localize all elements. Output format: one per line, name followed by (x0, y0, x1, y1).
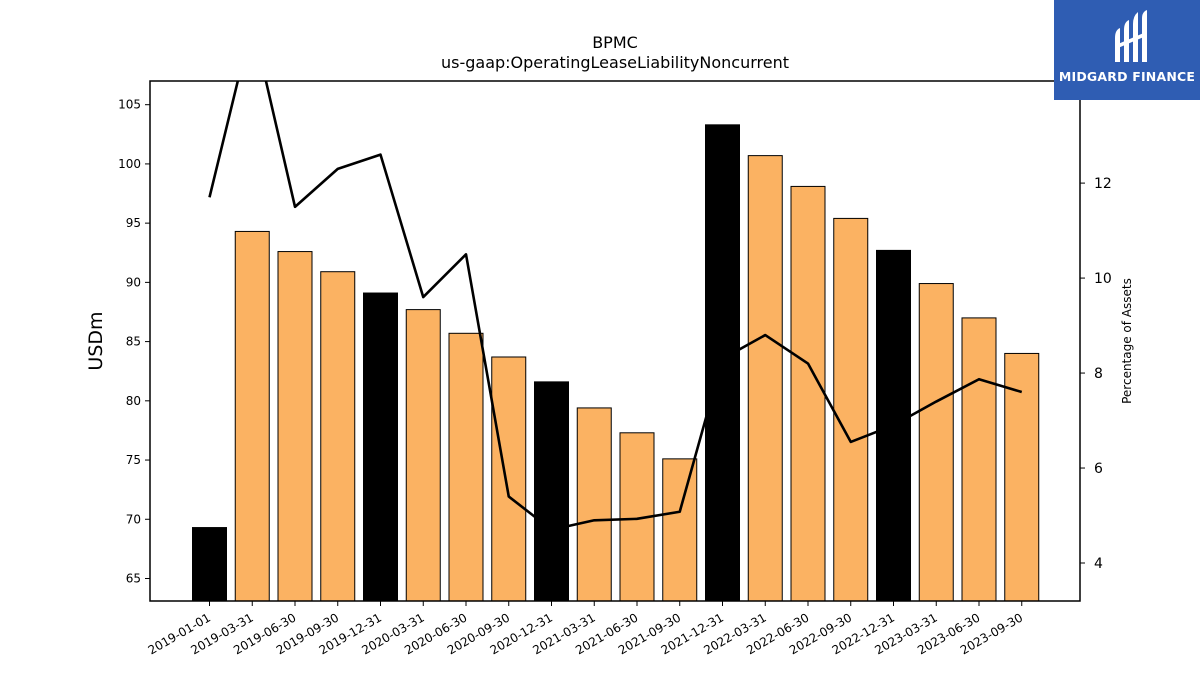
bar-2019-06-30 (277, 251, 313, 602)
bar-2021-03-31 (576, 407, 612, 602)
y2-tick-label: 8 (1094, 366, 1103, 382)
y-tick-label: 100 (118, 157, 141, 171)
y-tick-label: 90 (126, 275, 141, 289)
plot-frame (149, 80, 1081, 602)
line-layer (208, 81, 1023, 532)
bar-2020-03-31 (405, 309, 441, 602)
y-tick-label: 80 (126, 394, 141, 408)
y-axis-label: USDm (85, 311, 107, 370)
bar-2019-12-31 (363, 292, 398, 602)
brand-logo: MIDGARD FINANCE (1054, 0, 1200, 100)
bar-2021-09-30 (662, 458, 698, 602)
bar-2023-06-30 (961, 317, 997, 602)
chart-title: BPMC (592, 33, 638, 52)
bar-2020-09-30 (491, 356, 527, 602)
logo-text: MIDGARD FINANCE (1058, 69, 1196, 84)
logo-mark-icon (1115, 10, 1147, 62)
y2-axis-label: Percentage of Assets (1120, 278, 1134, 404)
bars-layer (192, 124, 1040, 602)
bar-2023-09-30 (1004, 352, 1040, 602)
chart-subtitle: us-gaap:OperatingLeaseLiabilityNoncurren… (441, 53, 789, 72)
bar-2022-03-31 (747, 155, 783, 602)
y2-tick-label: 10 (1094, 271, 1112, 287)
y2-tick-label: 6 (1094, 461, 1103, 477)
y-tick-label: 105 (118, 98, 141, 112)
bar-2020-06-30 (448, 332, 484, 602)
y2-tick-label: 4 (1094, 556, 1103, 572)
bar-2022-09-30 (833, 217, 869, 602)
y-tick-label: 65 (126, 571, 141, 585)
bar-2019-09-30 (320, 271, 356, 602)
bar-2022-06-30 (790, 185, 826, 602)
bar-2019-03-31 (234, 230, 270, 602)
y-tick-label: 70 (126, 512, 141, 526)
y-tick-label: 85 (126, 335, 141, 349)
percentage-line (208, 81, 1023, 532)
bar-2019-01-01 (192, 527, 227, 602)
y-tick-label: 95 (126, 216, 141, 230)
y-tick-label: 75 (126, 453, 141, 467)
bar-2023-03-31 (918, 283, 954, 602)
bar-2020-12-31 (534, 381, 569, 602)
y2-tick-label: 12 (1094, 176, 1112, 192)
